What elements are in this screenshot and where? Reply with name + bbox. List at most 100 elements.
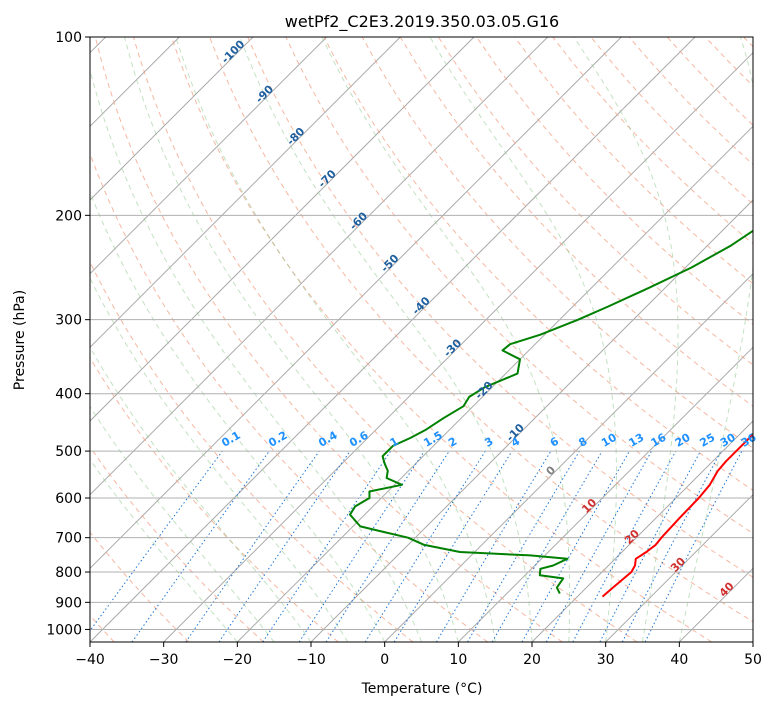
mixing-ratio-label: 3	[482, 435, 495, 450]
dry-adiabat-label: -100	[219, 37, 248, 66]
dry-adiabat-line	[132, 37, 638, 642]
dry-adiabat-label: -20	[472, 379, 495, 402]
moist-adiabat-line	[321, 37, 571, 642]
mixing-ratio-label: 2	[446, 435, 459, 450]
x-tick-label: −40	[75, 652, 105, 668]
mixing-ratio-line	[262, 450, 392, 642]
dry-adiabat-line	[90, 356, 339, 642]
line-annotations: 0.1 0.2 0.4 0.6 1 1.5 2 3 4 6 8 10 13 16 20 25 30 36-100-…	[219, 37, 759, 599]
mixing-ratio-line	[644, 450, 743, 642]
y-tick-label: 1000	[46, 622, 82, 638]
dry-adiabat-label: -10	[504, 421, 527, 444]
mixing-ratio-line	[545, 450, 653, 642]
mixing-ratio-label: 8	[576, 435, 589, 450]
mixing-ratio-label: 0.4	[316, 429, 340, 450]
mixing-ratio-line	[572, 450, 677, 642]
dry-adiabat-line	[171, 37, 712, 642]
mixing-ratio-line	[185, 450, 320, 642]
moist-adiabat-line	[90, 277, 349, 642]
isotherm-line	[752, 641, 753, 642]
mixing-ratio-label: 16	[649, 431, 669, 450]
dewpoint-profile-line	[349, 229, 753, 595]
dry-adiabat-line	[361, 37, 753, 449]
mixing-ratio-label: 0.1	[219, 429, 242, 450]
mixing-ratio-label: 25	[698, 431, 718, 450]
x-tick-label: 30	[597, 652, 615, 668]
mixing-ratio-label: 1.5	[421, 429, 444, 450]
dry-adiabat-line	[90, 152, 488, 642]
mixing-ratio-line	[325, 450, 450, 642]
mixing-ratio-label: 0.2	[266, 429, 289, 450]
x-tick-label: 10	[449, 652, 467, 668]
dry-adiabat-line	[94, 37, 563, 642]
dry-adiabat-label: -30	[441, 336, 464, 359]
dry-adiabat-line	[90, 446, 264, 642]
moist-adiabat-line	[90, 67, 422, 642]
isotherm-line	[457, 346, 753, 642]
chart-title: wetPf2_C2E3.2019.350.03.05.G16	[285, 12, 559, 32]
mixing-ratio-line	[298, 450, 425, 642]
mixing-ratio-line	[435, 450, 552, 642]
dry-adiabat-label: -40	[410, 294, 433, 317]
y-tick-label: 500	[55, 444, 82, 460]
dry-adiabat-line	[90, 260, 414, 642]
dry-adiabat-line	[743, 37, 753, 48]
mixing-ratio-label: 0.6	[347, 429, 371, 450]
dry-adiabat-line	[399, 37, 753, 407]
isotherm-line	[236, 125, 753, 642]
mixing-ratio-line	[218, 450, 351, 642]
x-tick-label: 20	[523, 652, 541, 668]
mixing-ratio-line	[131, 450, 270, 642]
y-axis-ticks: 100 200 300 400 500 600 700 800 900 1000	[46, 30, 90, 638]
x-tick-label: 50	[744, 652, 762, 668]
dry-adiabat-line	[666, 37, 753, 126]
background-lines	[90, 37, 753, 642]
moist-adiabat-line	[239, 37, 533, 642]
mixing-ratio-label: 20	[673, 431, 693, 450]
mixing-ratio-label: 6	[548, 434, 561, 449]
moist-adiabat-line	[429, 37, 617, 642]
x-tick-label: −20	[223, 652, 253, 668]
isotherm-line	[90, 37, 328, 275]
dry-adiabat-label: -50	[378, 252, 401, 275]
y-tick-label: 200	[55, 208, 82, 224]
moist-adiabat-line	[90, 190, 386, 642]
x-axis-ticks: −40 −30 −20 −10 0 10 20 30 40 50	[75, 642, 762, 668]
isotherm-line	[90, 37, 254, 201]
y-tick-label: 100	[55, 30, 82, 46]
isotherm-line	[384, 272, 753, 642]
y-tick-label: 900	[55, 595, 82, 611]
y-axis-label: Pressure (hPa)	[12, 290, 28, 390]
y-tick-label: 300	[55, 313, 82, 329]
isotherm-line	[90, 37, 475, 422]
isotherm-line	[90, 37, 622, 570]
isotherm-line	[310, 199, 753, 642]
moist-adiabat-line	[90, 346, 312, 642]
mixing-ratio-line	[393, 450, 513, 642]
temperature-profile-line	[601, 432, 753, 598]
x-tick-label: −30	[149, 652, 179, 668]
isobar-grid	[90, 37, 753, 630]
isotherm-line	[163, 51, 753, 642]
x-axis-label: Temperature (°C)	[361, 681, 483, 697]
mixing-ratio-label: 13	[627, 431, 647, 450]
x-tick-label: −10	[296, 652, 326, 668]
isotherm-line	[90, 37, 696, 642]
dry-adiabat-line	[209, 37, 753, 623]
dry-adiabat-label: 10	[579, 496, 599, 516]
dry-adiabat-label: 20	[622, 527, 642, 547]
dry-adiabat-label: -60	[347, 209, 370, 232]
y-tick-label: 800	[55, 565, 82, 581]
isotherm-line	[605, 493, 753, 642]
dry-adiabat-line	[90, 531, 190, 642]
mixing-ratio-line	[521, 450, 630, 642]
dry-adiabat-line	[590, 37, 753, 205]
dry-adiabat-line	[247, 37, 753, 578]
isotherm-line	[90, 37, 401, 349]
dry-adiabat-line	[704, 37, 753, 87]
mixing-ratio-line	[90, 450, 223, 632]
dry-adiabat-label: -90	[253, 82, 276, 105]
plot-frame	[89, 36, 754, 643]
profile-series	[349, 229, 753, 598]
